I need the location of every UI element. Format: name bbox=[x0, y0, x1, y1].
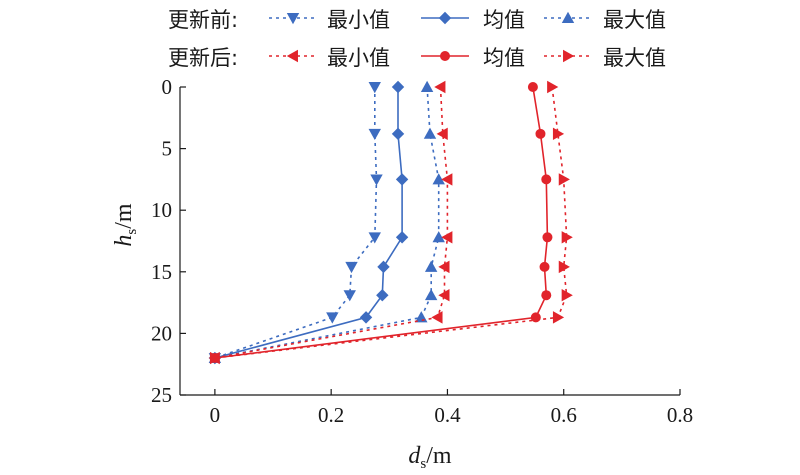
series-line bbox=[214, 86, 568, 359]
data-point-diamond bbox=[438, 11, 452, 25]
data-point-tri-left bbox=[434, 80, 446, 94]
data-point-tri-left bbox=[438, 260, 450, 274]
data-point-diamond bbox=[391, 127, 405, 141]
series-5 bbox=[209, 80, 573, 365]
data-point-tri-up bbox=[424, 260, 438, 272]
x-axis-sub: s bbox=[420, 456, 426, 472]
data-point-tri-left bbox=[441, 173, 453, 186]
series-2 bbox=[208, 80, 445, 363]
data-point-circle bbox=[542, 232, 553, 243]
legend-row-label: 更新前: bbox=[168, 8, 238, 32]
legend-entry-label: 最大值 bbox=[603, 8, 666, 32]
data-point-tri-up bbox=[432, 173, 445, 185]
data-point-tri-right bbox=[547, 80, 559, 94]
data-point-circle bbox=[541, 174, 552, 185]
data-point-tri-down bbox=[345, 261, 358, 274]
data-point-diamond bbox=[395, 173, 409, 186]
y-axis-unit: /m bbox=[111, 203, 137, 229]
data-point-tri-left bbox=[286, 49, 298, 63]
legend-entry-label: 最大值 bbox=[603, 46, 666, 70]
x-axis-var: d bbox=[408, 443, 421, 469]
legend-swatch-before-min bbox=[269, 13, 317, 25]
x-tick-label: 0.4 bbox=[434, 403, 461, 427]
legend-entry-label: 最小值 bbox=[327, 8, 390, 32]
legend-row-after: 更新后: 最小值 均值 最大值 bbox=[168, 46, 666, 70]
axes: 0 5 10 15 20 25 0 0.2 0.4 0.6 0.8 bbox=[151, 75, 693, 427]
data-point-diamond bbox=[377, 260, 390, 274]
data-point-tri-left bbox=[441, 231, 453, 244]
series-line bbox=[214, 86, 549, 359]
data-point-tri-down bbox=[326, 312, 339, 324]
data-point-tri-down bbox=[368, 82, 381, 94]
data-point-tri-right bbox=[552, 311, 565, 324]
data-point-tri-left bbox=[436, 127, 448, 141]
x-tick-label: 0.6 bbox=[551, 403, 577, 427]
data-point-circle bbox=[535, 128, 546, 139]
data-point-tri-up bbox=[561, 11, 575, 23]
legend-swatch-after-min bbox=[269, 49, 317, 63]
data-point-tri-down bbox=[343, 290, 356, 302]
legend-row-before: 更新前: 最小值 均值 最大值 bbox=[168, 8, 666, 32]
data-point-tri-up bbox=[420, 80, 434, 92]
y-tick-label: 25 bbox=[151, 383, 172, 407]
y-tick-label: 5 bbox=[162, 137, 173, 161]
data-point-tri-right bbox=[561, 231, 573, 244]
data-point-diamond bbox=[376, 289, 389, 302]
legend: 更新前: 最小值 均值 最大值 更新后: 最小值 均值 最大值 bbox=[168, 8, 666, 70]
x-axis-label: ds/m bbox=[408, 443, 452, 472]
data-point-circle bbox=[527, 82, 538, 92]
series-0 bbox=[208, 82, 383, 365]
y-tick-label: 10 bbox=[151, 198, 172, 222]
legend-swatch-before-max bbox=[544, 11, 592, 23]
data-point-tri-down bbox=[286, 13, 300, 25]
data-point-circle bbox=[541, 290, 552, 301]
x-axis-unit: /m bbox=[426, 443, 452, 469]
data-point-tri-down bbox=[368, 128, 381, 141]
data-point-tri-down bbox=[368, 232, 381, 244]
y-axis-sub: s bbox=[124, 229, 140, 235]
data-point-tri-up bbox=[432, 231, 445, 243]
legend-entry-label: 均值 bbox=[483, 8, 525, 32]
x-tick-label: 0.2 bbox=[318, 403, 344, 427]
series-4 bbox=[209, 82, 553, 364]
legend-entry-label: 最小值 bbox=[327, 46, 390, 70]
data-point-tri-right bbox=[561, 289, 573, 302]
series-line bbox=[214, 86, 440, 359]
y-axis-var: h bbox=[111, 235, 137, 247]
data-point-tri-right bbox=[552, 127, 565, 141]
data-point-tri-right bbox=[558, 173, 570, 186]
y-axis-label: hs/m bbox=[111, 203, 140, 247]
data-point-tri-left bbox=[431, 311, 443, 324]
data-point-tri-right bbox=[209, 351, 222, 365]
y-tick-label: 15 bbox=[151, 260, 172, 284]
data-point-circle bbox=[539, 261, 550, 272]
legend-swatch-before-mean bbox=[421, 11, 469, 25]
data-point-diamond bbox=[359, 311, 373, 324]
data-point-circle bbox=[440, 51, 450, 61]
legend-swatch-after-max bbox=[544, 49, 592, 63]
legend-swatch-after-mean bbox=[421, 51, 469, 61]
data-point-tri-up bbox=[424, 289, 438, 301]
data-point-tri-left bbox=[438, 289, 450, 302]
data-point-tri-right bbox=[563, 49, 575, 63]
legend-row-label: 更新后: bbox=[168, 46, 238, 70]
series-line bbox=[214, 87, 378, 359]
series-3 bbox=[208, 80, 453, 365]
series-layer bbox=[208, 80, 573, 365]
data-point-diamond bbox=[391, 80, 405, 94]
data-point-circle bbox=[530, 312, 541, 323]
data-point-tri-down bbox=[370, 174, 383, 186]
x-tick-label: 0 bbox=[210, 403, 221, 427]
series-1 bbox=[208, 80, 409, 365]
legend-entry-label: 均值 bbox=[483, 46, 525, 70]
data-point-tri-right bbox=[558, 260, 570, 274]
series-line bbox=[214, 87, 403, 359]
data-point-diamond bbox=[395, 231, 409, 244]
data-point-tri-up bbox=[423, 127, 437, 139]
x-tick-label: 0.8 bbox=[667, 403, 693, 427]
y-tick-label: 0 bbox=[162, 75, 173, 99]
y-tick-label: 20 bbox=[151, 321, 172, 345]
